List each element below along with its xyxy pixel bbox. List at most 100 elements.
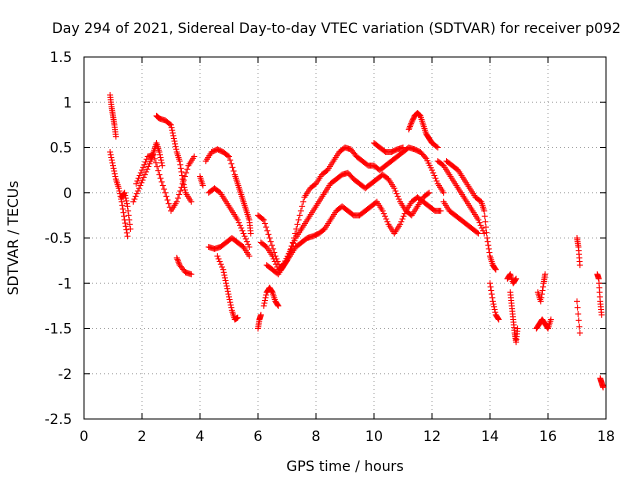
data-point [393,190,400,197]
data-point [400,213,407,220]
data-point [408,119,415,126]
data-point [134,177,141,184]
data-point [221,272,228,279]
data-point [382,213,389,220]
data-point [191,153,198,160]
data-point [537,298,544,305]
data-point [123,200,130,207]
data-point [234,216,241,223]
data-point [268,242,275,249]
data-point [184,166,191,173]
data-point [229,164,236,171]
data-point [262,294,269,301]
data-point [406,123,413,130]
data-point [143,156,150,163]
data-point [156,151,163,158]
data-point [575,311,582,318]
data-point [174,257,181,264]
data-point [120,209,127,216]
data-point [489,294,496,301]
data-point [265,231,272,238]
data-point [474,229,481,236]
data-point [123,226,130,233]
data-point [259,215,266,222]
data-point [122,223,129,230]
data-point [540,283,547,290]
data-point [177,161,184,168]
data-point [260,216,267,223]
series-arc-20 [434,158,488,237]
data-point [123,197,130,204]
data-point [391,185,398,192]
series-arc-21 [440,198,482,237]
data-point [143,168,150,175]
data-point [126,221,133,228]
data-point [122,195,129,202]
y-tick-label: 0.5 [50,141,72,157]
x-tick-label: 2 [138,429,147,445]
data-point [542,271,549,278]
data-point [171,138,178,145]
data-point [222,277,229,284]
data-point [123,229,130,236]
data-point [538,291,545,298]
data-point [224,285,231,292]
data-point [111,170,118,177]
data-point [138,179,145,186]
data-point [547,316,554,323]
data-point [267,238,274,245]
data-point [145,163,152,170]
data-point [492,265,499,272]
data-point [226,293,232,300]
y-tick-label: -1 [58,276,72,292]
data-point [424,190,431,197]
data-point [133,190,140,197]
data-point [122,220,129,227]
data-point [246,253,253,260]
data-point [400,144,406,151]
data-point [170,135,177,142]
data-point [179,172,186,179]
data-point [429,167,435,174]
data-point [237,222,244,229]
data-point [108,157,115,164]
data-point [199,182,206,189]
data-point [239,227,246,234]
data-point [112,133,119,140]
x-tick-label: 6 [254,429,263,445]
data-point [409,116,416,123]
data-point [234,314,241,321]
series-arc-01 [107,92,119,140]
data-point [126,216,133,223]
data-point [107,149,114,156]
data-point [159,162,166,169]
data-point [268,288,275,295]
series-arc-03 [118,189,134,232]
series-arc-19 [405,110,441,151]
data-point [384,218,391,225]
x-tick-label: 10 [365,429,383,445]
data-point [576,262,583,269]
data-point [188,271,195,278]
data-point [130,198,137,205]
data-point [434,144,441,151]
data-point [405,126,412,133]
data-point [483,229,490,236]
data-point [490,301,497,308]
data-point [173,146,180,153]
data-point [150,151,157,158]
data-point [140,164,147,171]
data-point [144,166,151,173]
data-point [242,235,249,242]
data-point [110,165,117,172]
data-point [266,235,273,241]
data-point [230,168,237,175]
data-point [223,282,230,289]
data-point [124,233,131,240]
data-point [225,291,232,298]
data-point [575,317,582,324]
data-point [271,258,278,265]
data-point [476,219,483,226]
data-point [141,161,148,168]
data-point [238,225,245,232]
